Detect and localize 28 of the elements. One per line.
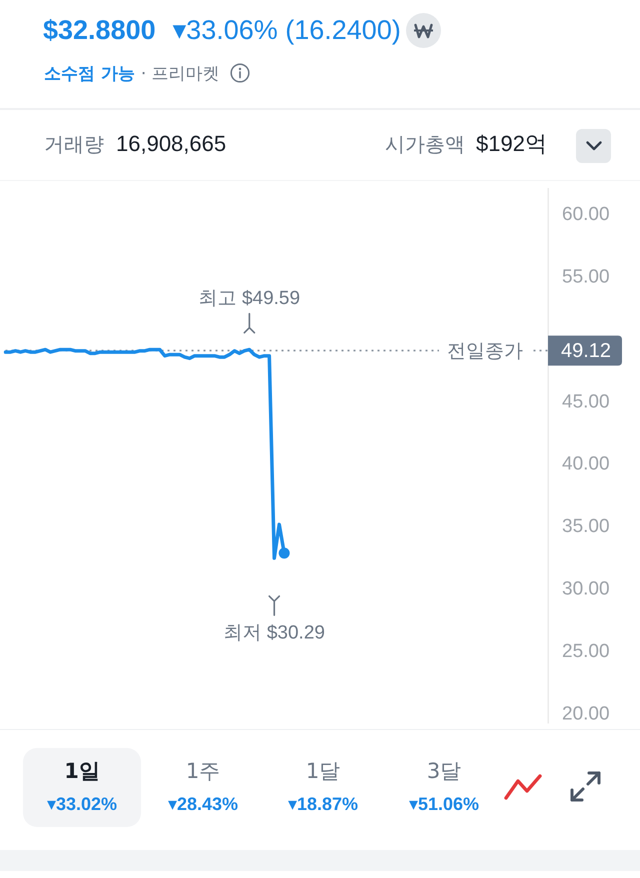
y-tick-label: 55.00 — [562, 266, 610, 288]
text: 1일 — [64, 758, 100, 785]
y-tick-label: 35.00 — [562, 516, 610, 538]
text: 3달 — [426, 758, 462, 785]
y-tick-label: 20.00 — [562, 703, 610, 724]
annotation: 최고 $49.59 — [198, 288, 300, 309]
text: 소수점 가능 — [44, 62, 135, 84]
y-tick-label: 45.00 — [562, 391, 610, 412]
text: $192억 — [476, 130, 547, 158]
text: 1주 — [186, 758, 220, 785]
y-tick-label: 60.00 — [562, 204, 610, 225]
text: ▾33.02% — [46, 793, 118, 816]
text: ▾51.06% — [408, 793, 480, 816]
chart-title: $32.8800 — [43, 14, 156, 46]
y-tick-label: 40.00 — [562, 454, 610, 475]
y-tick-label: 25.00 — [562, 641, 610, 662]
annotation: 최저 $30.29 — [224, 622, 325, 644]
text: 거래량 — [44, 130, 104, 158]
text: 49.12 — [561, 340, 612, 362]
text: ▾28.43% — [168, 793, 238, 816]
text: ▾18.87% — [288, 793, 358, 816]
y-tick-label: 30.00 — [562, 578, 610, 600]
text: 시가총액 — [385, 130, 466, 158]
text: 1달 — [306, 758, 340, 785]
text: · 프리마켓 — [140, 62, 220, 84]
text: 16,908,665 — [116, 131, 226, 157]
chart-subtitle: ▾33.06% (16.2400) — [172, 14, 401, 46]
ref-line-label: 전일종가 — [447, 340, 523, 362]
